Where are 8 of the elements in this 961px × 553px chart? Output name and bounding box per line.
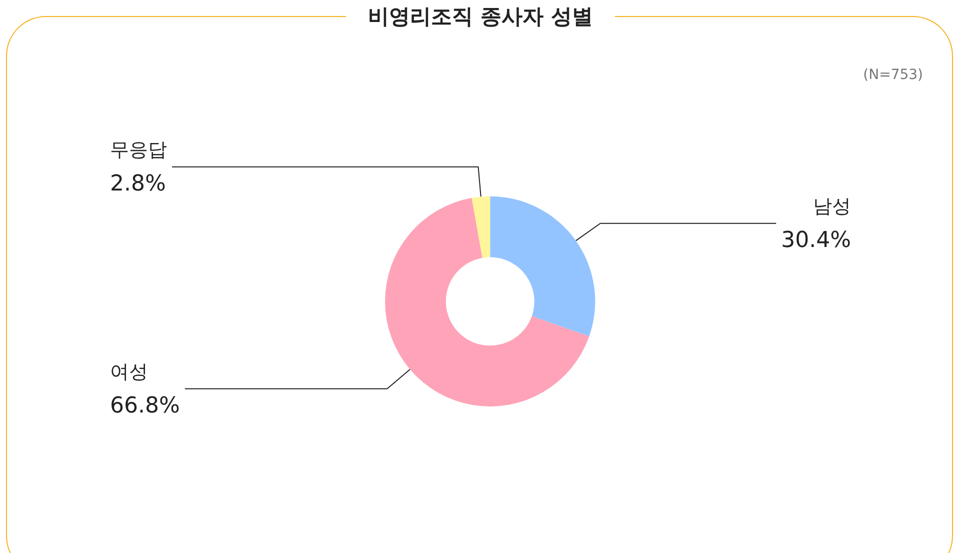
data-label: 30.4% xyxy=(781,228,851,253)
data-label: 2.8% xyxy=(110,171,166,196)
chart-title: 비영리조직 종사자 성별 xyxy=(368,4,593,28)
data-label: 66.8% xyxy=(110,393,180,418)
slice-label: 여성 xyxy=(110,360,148,383)
slice-label: 남성 xyxy=(813,195,851,218)
slice-label: 무응답 xyxy=(110,138,167,161)
text: (N=753) xyxy=(863,67,924,83)
